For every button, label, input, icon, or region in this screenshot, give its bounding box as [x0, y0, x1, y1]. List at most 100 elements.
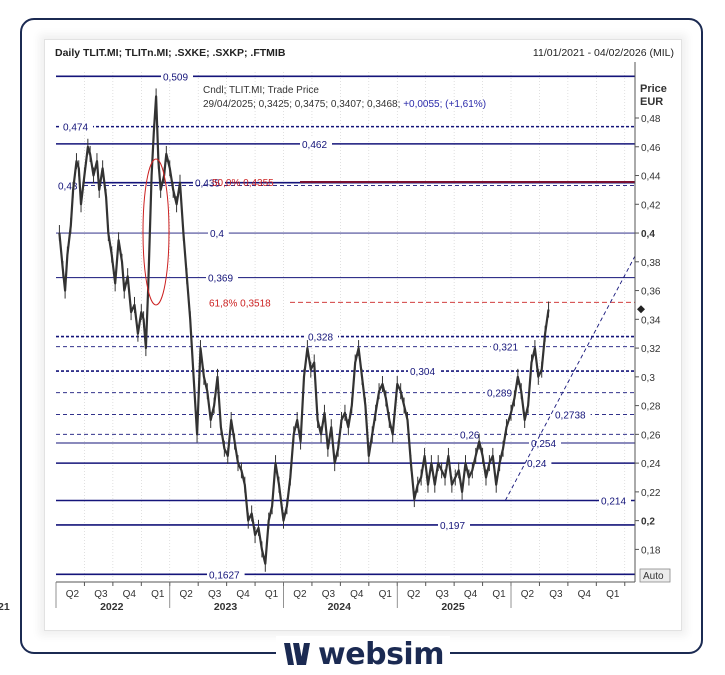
x-year-label: 2022 — [100, 601, 124, 613]
auto-scale-label: Auto — [643, 571, 664, 582]
fib-label: 50,0% 0,4355 — [212, 178, 274, 189]
x-tick-label: Q2 — [407, 589, 421, 600]
y-tick-label: 0,48 — [641, 114, 661, 125]
level-label: 0,1627 — [209, 570, 240, 581]
axes: 0,48 0,46 0,44 0,42 0,4 0,38 0,36 0,34 0,32 0,3 0,… — [0, 62, 661, 613]
level-label-bg — [599, 494, 631, 507]
info-line-2: 29/04/2025; 0,3425; 0,3475; 0,3407; 0,34… — [203, 99, 486, 110]
x-tick-label: Q3 — [208, 589, 222, 600]
x-tick-label: Q4 — [578, 589, 592, 600]
level-label-bg — [458, 428, 485, 441]
horizontal-levels: 0,509 0,474 0,462 0,435 0,43 0,4 0,369 0,328 0,3… — [56, 70, 635, 581]
level-label-bg — [300, 137, 332, 150]
x-tick-label: Q2 — [180, 589, 194, 600]
y-tick-label: 0,26 — [641, 430, 661, 441]
y-tick-label: 0,36 — [641, 287, 661, 298]
level-label-bg — [525, 457, 552, 470]
auto-scale-button[interactable]: Auto — [639, 568, 671, 583]
level-label: 0,462 — [302, 140, 327, 151]
x-tick-label: Q3 — [94, 589, 108, 600]
level-label: 0,435 — [195, 179, 220, 190]
level-label: 0,4 — [210, 229, 224, 240]
date-range: 11/01/2021 - 04/02/2026 (MIL) — [532, 47, 674, 59]
x-tick-label: Q3 — [322, 589, 336, 600]
level-label: 0,197 — [440, 521, 465, 532]
x-year-label: 2024 — [328, 601, 352, 613]
level-label: 0,214 — [601, 497, 626, 508]
level-label-bg — [529, 436, 561, 449]
level-label: 0,289 — [487, 389, 512, 400]
level-label-bg — [206, 271, 238, 284]
level-label: 0,2738 — [555, 411, 586, 422]
x-tick-label: Q4 — [350, 589, 364, 600]
y-tick-label: 0,44 — [641, 172, 661, 183]
x-tick-label: Q1 — [151, 589, 165, 600]
x-year-label: 2025 — [441, 601, 465, 613]
chart-panel — [45, 40, 681, 630]
level-label-bg — [161, 70, 193, 83]
level-label-bg — [408, 365, 440, 378]
info-line-1: Cndl; TLIT.MI; Trade Price — [203, 85, 319, 96]
level-label: 0,304 — [410, 367, 435, 378]
level-label-bg — [207, 568, 245, 581]
annotations — [142, 158, 645, 501]
y-tick-label: 0,28 — [641, 402, 661, 413]
price-line — [58, 95, 550, 565]
x-tick-label: Q4 — [123, 589, 137, 600]
y-tick-label: 0,46 — [641, 143, 661, 154]
x-tick-label: Q1 — [379, 589, 393, 600]
level-label: 0,321 — [493, 343, 518, 354]
x-tick-label: Q1 — [265, 589, 279, 600]
y-tick-label: 0,34 — [641, 315, 661, 326]
y-tick-label: 0,3 — [641, 373, 655, 384]
level-label-bg — [485, 386, 517, 399]
y-axis-unit: EUR — [640, 96, 663, 108]
x-tick-label: Q4 — [464, 589, 478, 600]
price-marker — [637, 305, 645, 314]
level-label-bg — [491, 340, 523, 353]
y-tick-label: 0,2 — [641, 517, 655, 528]
level-label-bg — [306, 330, 338, 343]
x-tick-label: Q4 — [236, 589, 250, 600]
y-tick-label: 0,4 — [641, 229, 655, 240]
y-tick-label: 0,18 — [641, 545, 661, 556]
x-year-label: 2021 — [0, 601, 10, 613]
logo-text: websim — [318, 636, 444, 672]
x-tick-label: Q2 — [293, 589, 307, 600]
fib-label: 61,8% 0,3518 — [209, 298, 271, 309]
logo: websim — [276, 636, 450, 672]
level-label-bg — [56, 179, 83, 192]
x-tick-label: Q3 — [549, 589, 563, 600]
info-line-2-change: +0,0055; (+1,61%) — [403, 99, 486, 110]
y-tick-label: 0,32 — [641, 344, 661, 355]
y-tick-label: 0,42 — [641, 200, 661, 211]
websim-logo-icon — [284, 643, 311, 665]
x-tick-label: Q2 — [521, 589, 535, 600]
x-tick-label: Q2 — [66, 589, 80, 600]
info-line-2-values: 29/04/2025; 0,3425; 0,3475; 0,3407; 0,34… — [203, 99, 403, 110]
level-label: 0,254 — [531, 439, 556, 450]
price-series — [58, 88, 550, 572]
y-tick-label: 0,24 — [641, 459, 661, 470]
level-label-bg — [438, 518, 470, 531]
highlight-ellipse — [142, 158, 170, 306]
y-axis-title: Price — [640, 83, 667, 95]
level-label-bg — [208, 227, 229, 240]
level-label: 0,26 — [460, 430, 480, 441]
chart-title: Daily TLIT.MI; TLITn.MI; .SXKE; .SXKP; .… — [55, 47, 286, 59]
grid-lines — [84, 72, 626, 582]
level-label: 0,509 — [163, 72, 188, 83]
x-tick-label: Q3 — [435, 589, 449, 600]
level-label: 0,369 — [208, 274, 233, 285]
level-label: 0,328 — [308, 333, 333, 344]
level-label-bg — [61, 120, 93, 133]
level-label-bg — [553, 408, 591, 421]
y-tick-label: 0,22 — [641, 488, 661, 499]
x-tick-label: Q1 — [606, 589, 620, 600]
level-label: 0,474 — [63, 123, 88, 134]
x-tick-label: Q1 — [492, 589, 506, 600]
level-label: 0,24 — [527, 459, 547, 470]
level-label: 0,43 — [58, 182, 78, 193]
y-tick-label: 0,38 — [641, 258, 661, 269]
